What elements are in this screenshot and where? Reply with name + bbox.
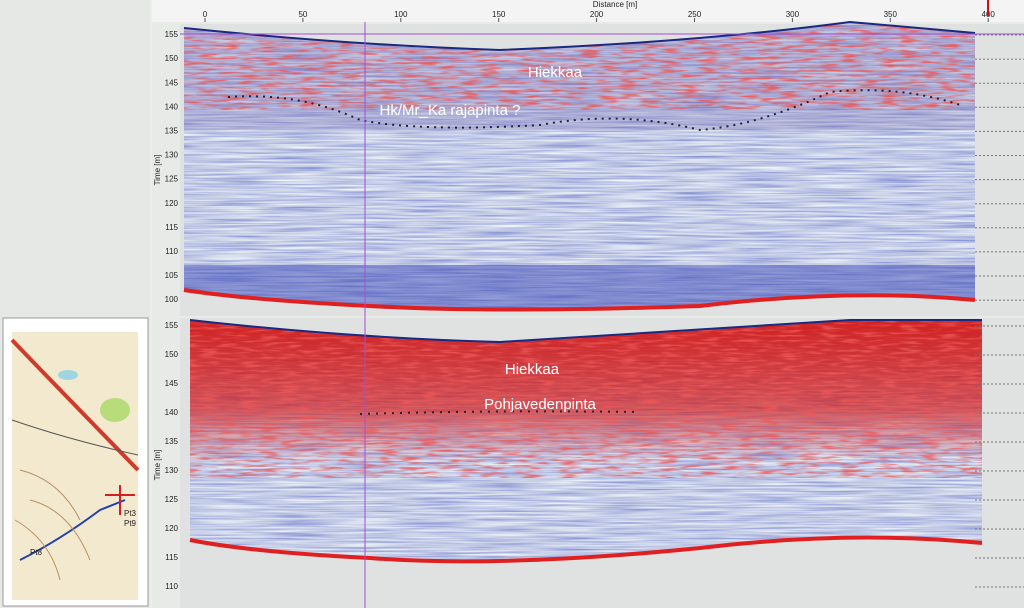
bottom-line [183,288,976,312]
annotation: Hiekkaa [505,361,560,378]
y-tick-label: 155 [165,30,179,39]
y-tick-label: 115 [165,223,178,232]
x-tick-label: 200 [590,10,604,19]
y-tick-label: 120 [165,524,179,533]
y-axis-title: Time [m] [153,155,162,186]
x-tick-label: 350 [884,10,898,19]
annotation: Hiekkaa [528,64,583,81]
y-tick-label: 130 [165,466,179,475]
surface-line [183,20,976,52]
top-radargram [184,22,975,310]
surface-line [189,319,982,344]
x-tick-label: 300 [786,10,800,19]
y-tick-label: 135 [165,437,179,446]
y-tick-label: 115 [165,553,178,562]
y-tick-label: 110 [165,247,178,256]
bottom-line [189,535,983,564]
y-tick-label: 140 [165,408,179,417]
map-label: Pt3 [124,509,137,518]
overview-map [2,317,149,607]
y-tick-label: 100 [165,295,179,304]
y-tick-label: 145 [165,78,179,87]
y-tick-label: 135 [165,127,179,136]
map-label: Pt9 [124,519,137,528]
y-axis-title: Time [m] [153,450,162,481]
x-tick-label: 100 [394,10,408,19]
x-axis-title: Distance [m] [593,0,637,9]
y-tick-label: 120 [165,199,179,208]
y-tick-label: 130 [165,151,179,160]
y-tick-label: 110 [165,582,178,591]
y-tick-label: 125 [165,175,179,184]
y-tick-label: 140 [165,102,179,111]
y-tick-label: 125 [165,495,179,504]
distance-ruler [152,0,1024,22]
interface-line [227,89,961,132]
y-tick-label: 150 [165,54,179,63]
y-tick-label: 145 [165,379,179,388]
bottom-radargram [190,320,982,562]
x-tick-label: 250 [688,10,702,19]
annotation: Hk/Mr_Ka rajapinta ? [380,102,521,119]
annotation: Pohjavedenpinta [484,396,596,413]
y-tick-label: 150 [165,350,179,359]
y-tick-label: 155 [165,321,179,330]
map-label: Pt8 [30,548,43,557]
x-tick-label: 0 [203,10,208,19]
x-tick-label: 150 [492,10,506,19]
y-tick-label: 105 [165,271,179,280]
x-tick-label: 50 [298,10,307,19]
